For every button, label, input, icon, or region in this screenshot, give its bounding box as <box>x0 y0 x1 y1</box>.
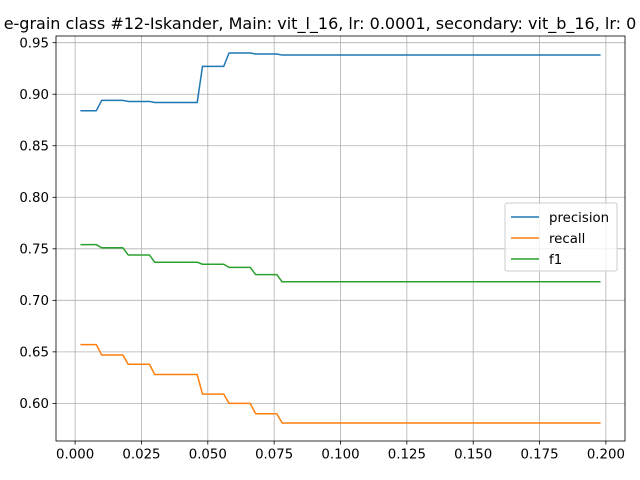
series-line-recall <box>80 343 601 424</box>
y-tick-label: 0.80 <box>19 191 49 206</box>
series-line-f1 <box>80 243 601 283</box>
y-tick-label: 0.60 <box>19 397 49 412</box>
y-tick-label: 0.95 <box>19 36 49 51</box>
chart-title: e-grain class #12-Iskander, Main: vit_l_… <box>4 14 637 34</box>
legend: precision recall f1 <box>504 202 618 272</box>
x-axis-ticks: 0.000 0.025 0.050 0.075 0.100 0.125 0.150 0.175… <box>56 441 625 463</box>
x-tick-label: 0.000 <box>56 448 94 463</box>
y-tick-label: 0.90 <box>19 88 49 103</box>
x-tick-label: 0.100 <box>321 448 359 463</box>
x-tick-label: 0.050 <box>189 448 227 463</box>
legend-recall-label: recall <box>549 232 585 247</box>
y-tick-label: 0.65 <box>19 346 49 361</box>
x-tick-label: 0.150 <box>454 448 492 463</box>
x-tick-label: 0.125 <box>388 448 426 463</box>
x-tick-label: 0.025 <box>122 448 160 463</box>
x-tick-label: 0.200 <box>587 448 625 463</box>
series-lines <box>80 52 601 424</box>
series-line-precision <box>80 52 601 112</box>
legend-f1-label: f1 <box>549 253 562 268</box>
y-tick-label: 0.70 <box>19 294 49 309</box>
y-tick-label: 0.85 <box>19 140 49 155</box>
y-axis-ticks: 0.60 0.65 0.70 0.75 0.80 0.85 0.90 0.95 <box>19 36 56 412</box>
legend-box <box>504 202 618 272</box>
y-tick-label: 0.75 <box>19 243 49 258</box>
x-tick-label: 0.075 <box>255 448 293 463</box>
x-tick-label: 0.175 <box>520 448 558 463</box>
legend-precision-label: precision <box>549 211 609 226</box>
